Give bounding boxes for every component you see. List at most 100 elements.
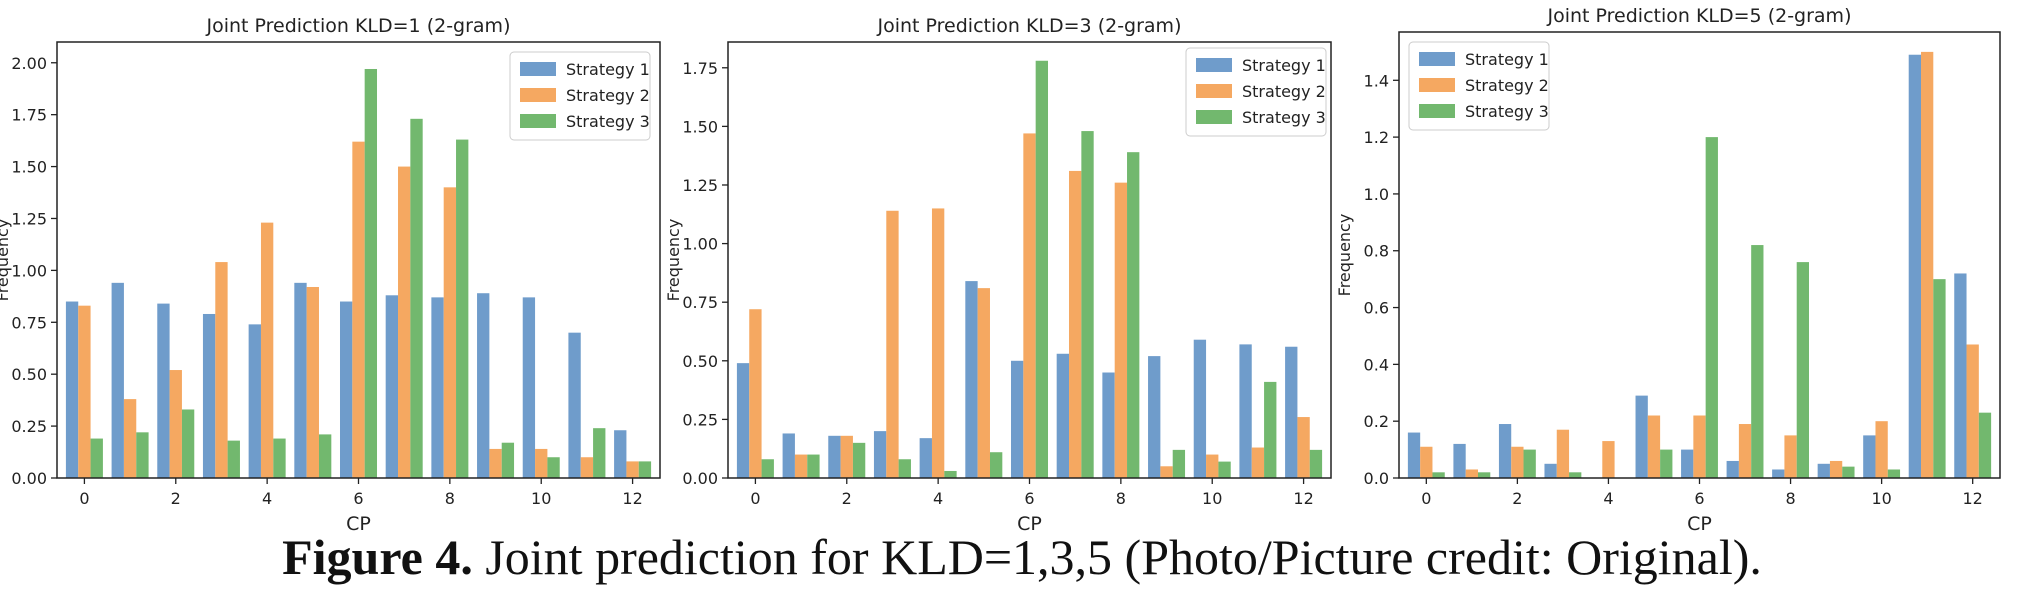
- legend-entry: Strategy 2: [1465, 76, 1549, 95]
- bar-strategy-1-cp3: [202, 313, 216, 478]
- y-tick-label: 1.75: [11, 106, 47, 125]
- bar-strategy-2-cp6: [352, 141, 365, 478]
- legend-entry: Strategy 1: [1242, 56, 1326, 75]
- y-axis-label: Frequency: [0, 219, 12, 302]
- legend-swatch: [1419, 78, 1455, 92]
- x-tick-label: 4: [262, 489, 272, 508]
- bar-strategy-2-cp12: [1297, 417, 1310, 478]
- chart-panel-1: Joint Prediction KLD=1 (2-gram) 0.00 0.25 0…: [0, 15, 661, 535]
- x-tick-label: 6: [353, 489, 363, 508]
- bar-strategy-3-cp11: [593, 428, 606, 478]
- bar-strategy-2-cp4: [260, 222, 274, 478]
- y-tick-label: 0.50: [11, 365, 47, 384]
- bar-strategy-3-cp10: [1887, 469, 1901, 478]
- bar-strategy-1-cp4: [248, 324, 261, 478]
- x-tick-label: 12: [1963, 489, 1983, 508]
- bar-strategy-2-cp4: [931, 208, 945, 478]
- legend: Strategy 1 Strategy 2 Strategy 3: [1408, 41, 1550, 131]
- bar-strategy-1-cp1: [782, 433, 795, 478]
- y-tick-label: 0.75: [11, 313, 47, 332]
- x-axis-label: CP: [346, 513, 371, 535]
- legend-entry: Strategy 2: [566, 86, 650, 105]
- bar-strategy-2-cp2: [1511, 446, 1524, 478]
- bar-strategy-2-cp7: [398, 166, 411, 479]
- y-tick-label: 1.4: [1364, 71, 1389, 90]
- x-tick-label: 12: [1293, 489, 1313, 508]
- bar-strategy-2-cp11: [1251, 447, 1265, 478]
- bar-strategy-1-cp1: [111, 282, 124, 478]
- figure-caption: Figure 4. Joint prediction for KLD=1,3,5…: [0, 528, 2044, 586]
- bar-strategy-3-cp7: [410, 118, 423, 479]
- bar-strategy-2-cp9: [489, 448, 502, 478]
- bar-strategy-1-cp11: [1239, 344, 1252, 478]
- x-axis-label: CP: [1687, 513, 1712, 535]
- bar-strategy-3-cp9: [1842, 466, 1855, 478]
- x-tick-label: 12: [622, 489, 642, 508]
- x-tick-label: 6: [1024, 489, 1034, 508]
- y-tick-label: 1.00: [682, 235, 718, 254]
- bar-strategy-3-cp2: [852, 442, 866, 478]
- x-tick-label: 4: [933, 489, 943, 508]
- bar-strategy-3-cp2: [1523, 449, 1536, 478]
- bar-strategy-2-cp4: [1602, 441, 1615, 478]
- bar-strategy-1-cp9: [477, 293, 490, 478]
- bar-strategy-1-cp10: [1193, 339, 1207, 478]
- bar-strategy-1-cp5: [965, 281, 978, 478]
- y-tick-label: 0.2: [1364, 412, 1389, 431]
- x-tick-label: 0: [1421, 489, 1431, 508]
- bar-strategy-1-cp6: [339, 301, 353, 478]
- bar-strategy-3-cp4: [273, 438, 286, 478]
- bar-strategy-1-cp8: [431, 297, 444, 478]
- bar-strategy-2-cp1: [123, 399, 137, 478]
- bar-strategy-2-cp8: [443, 187, 457, 479]
- legend-swatch: [1196, 58, 1232, 72]
- x-tick-label: 8: [445, 489, 455, 508]
- caption-text: Joint prediction for KLD=1,3,5 (Photo/Pi…: [472, 529, 1762, 585]
- bar-strategy-1-cp1: [1453, 443, 1466, 478]
- y-tick-label: 0.25: [682, 410, 718, 429]
- y-tick-label: 0.00: [11, 469, 47, 488]
- bar-strategy-1-cp5: [294, 282, 307, 478]
- bar-strategy-2-cp6: [1023, 133, 1036, 478]
- legend-swatch: [1419, 104, 1455, 118]
- chart-title: Joint Prediction KLD=1 (2-gram): [206, 15, 511, 37]
- bar-strategy-1-cp11: [568, 332, 581, 478]
- bar-strategy-1-cp7: [385, 295, 399, 478]
- bar-strategy-3-cp9: [1172, 449, 1186, 478]
- legend-swatch: [520, 88, 556, 102]
- y-tick-label: 1.25: [11, 209, 47, 228]
- bar-strategy-3-cp5: [318, 434, 332, 478]
- x-tick-label: 2: [1512, 489, 1522, 508]
- bar-strategy-2-cp10: [1875, 421, 1888, 478]
- y-tick-label: 0.50: [682, 352, 718, 371]
- bar-strategy-2-cp5: [977, 288, 990, 478]
- legend-entry: Strategy 3: [566, 112, 650, 131]
- y-tick-label: 1.0: [1364, 185, 1389, 204]
- bar-strategy-2-cp10: [535, 448, 548, 478]
- x-tick-label: 0: [79, 489, 89, 508]
- x-tick-label: 6: [1694, 489, 1704, 508]
- bar-strategy-3-cp9: [501, 442, 515, 478]
- bar-strategy-3-cp8: [1127, 152, 1140, 478]
- y-tick-label: 0.8: [1364, 242, 1389, 261]
- bar-strategy-2-cp3: [886, 210, 899, 478]
- bar-strategy-2-cp2: [169, 370, 182, 478]
- x-tick-label: 2: [171, 489, 181, 508]
- bar-strategy-3-cp7: [1751, 245, 1764, 478]
- bar-strategy-3-cp10: [547, 457, 560, 478]
- x-axis-label: CP: [1017, 513, 1042, 535]
- y-tick-label: 0.75: [682, 293, 718, 312]
- bar-strategy-2-cp8: [1114, 182, 1128, 479]
- bar-strategy-3-cp12: [1978, 412, 1992, 478]
- bar-strategy-2-cp9: [1829, 460, 1843, 478]
- bar-strategy-3-cp8: [1796, 262, 1810, 478]
- bar-strategy-1-cp0: [1407, 432, 1421, 478]
- legend-entry: Strategy 1: [1465, 50, 1549, 69]
- x-tick-label: 10: [1871, 489, 1891, 508]
- bar-strategy-2-cp11: [580, 457, 594, 478]
- x-tick-label: 2: [842, 489, 852, 508]
- bar-strategy-2-cp8: [1784, 435, 1797, 478]
- bar-strategy-1-cp0: [736, 363, 750, 478]
- bar-strategy-1-cp7: [1726, 460, 1739, 478]
- bar-strategy-3-cp3: [1569, 472, 1582, 478]
